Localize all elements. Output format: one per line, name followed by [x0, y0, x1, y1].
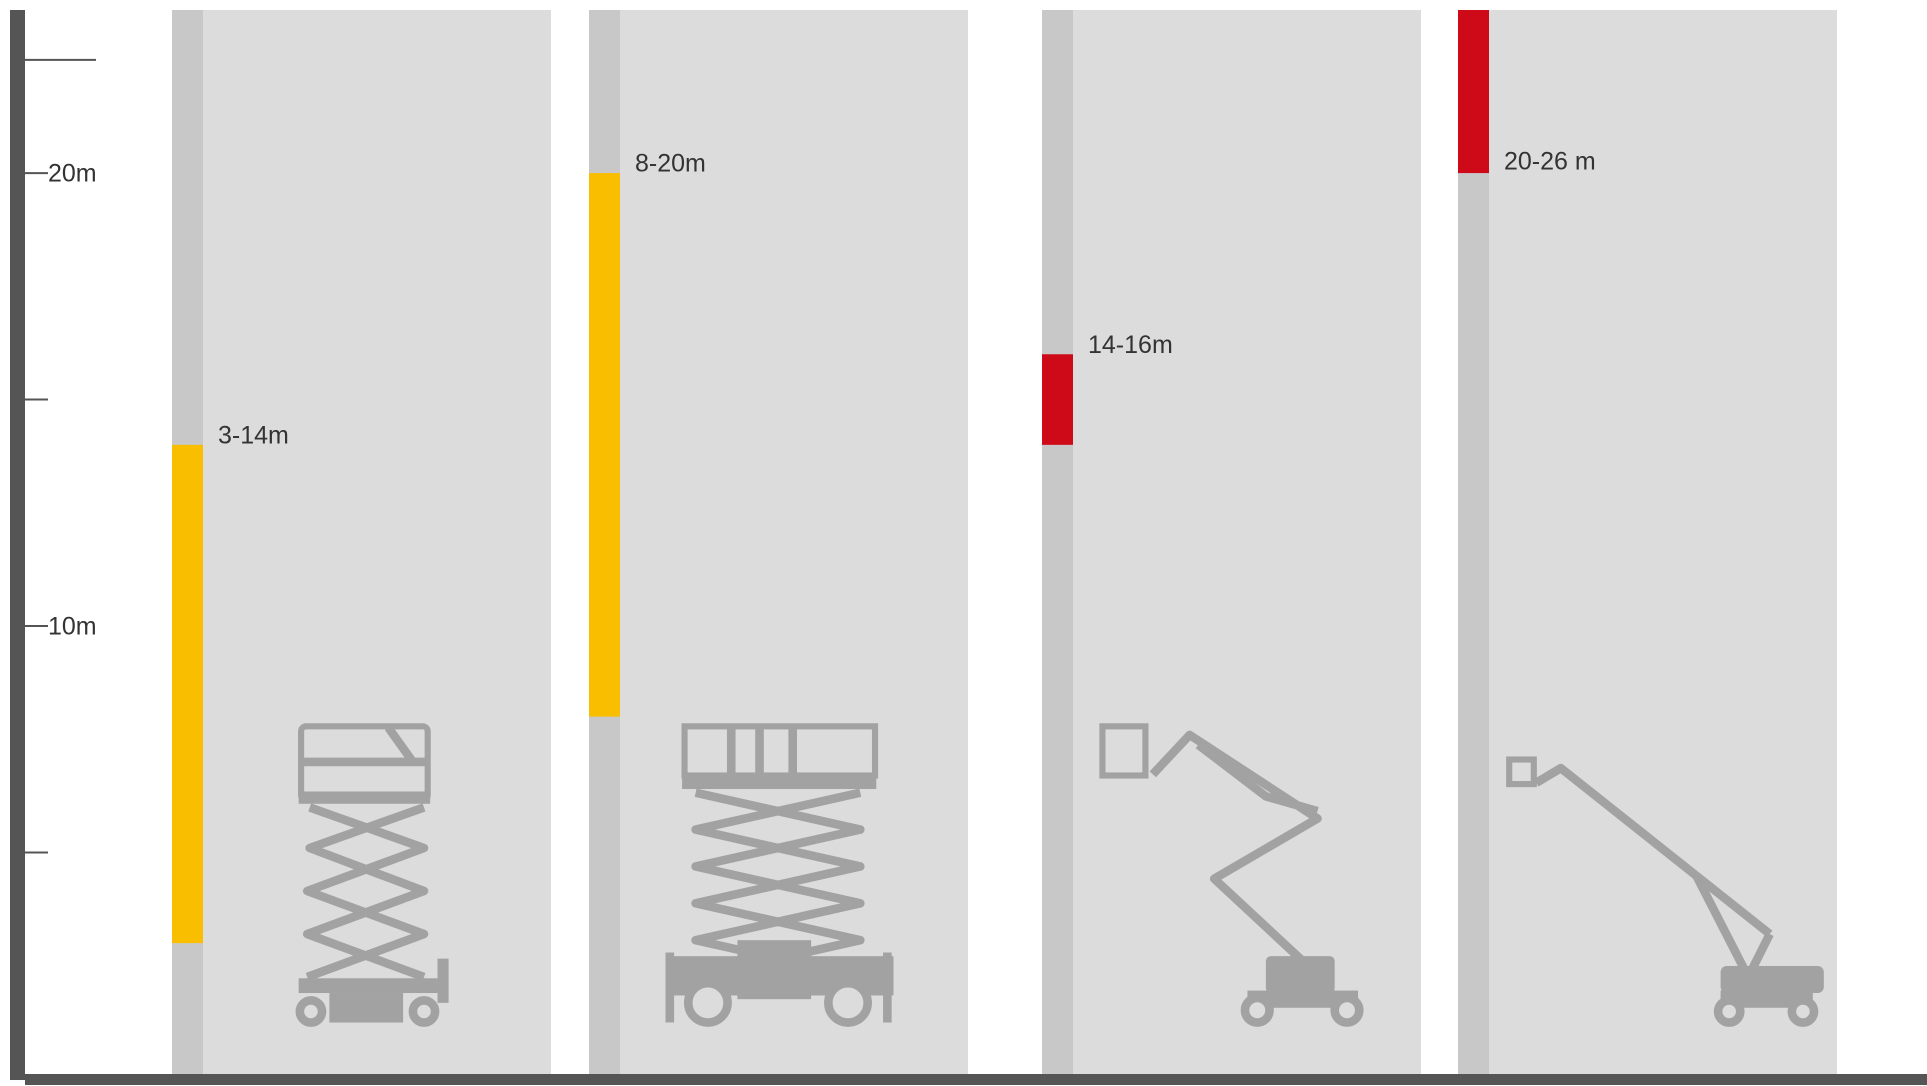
y-tick-label: 10m — [48, 613, 97, 641]
height-strip — [1042, 10, 1073, 1076]
scissor-lift-small — [295, 723, 449, 1027]
machine-panel — [1042, 10, 1421, 1076]
range-label: 3-14m — [218, 421, 289, 449]
range-bar — [172, 444, 203, 944]
range-label: 8-20m — [635, 150, 706, 178]
x-axis — [25, 1074, 1927, 1085]
range-label: 14-16m — [1088, 331, 1173, 359]
y-axis — [10, 10, 25, 1080]
range-label: 20-26 m — [1504, 148, 1596, 176]
machine-panel — [172, 10, 551, 1076]
machine-panel — [589, 10, 968, 1076]
y-tick-label: 20m — [48, 160, 97, 188]
range-bar — [1458, 10, 1489, 174]
range-bar — [589, 173, 620, 717]
bars — [172, 10, 1489, 944]
scissor-lift-large — [665, 723, 894, 1027]
y-ticks: 10m 20m — [25, 58, 97, 854]
machine-panel — [1458, 10, 1837, 1076]
machine-icons — [295, 723, 1824, 1027]
range-bar — [1042, 354, 1073, 445]
height-strip — [1458, 10, 1489, 1076]
articulated-boom — [1099, 723, 1364, 1027]
telescopic-boom — [1506, 756, 1824, 1027]
